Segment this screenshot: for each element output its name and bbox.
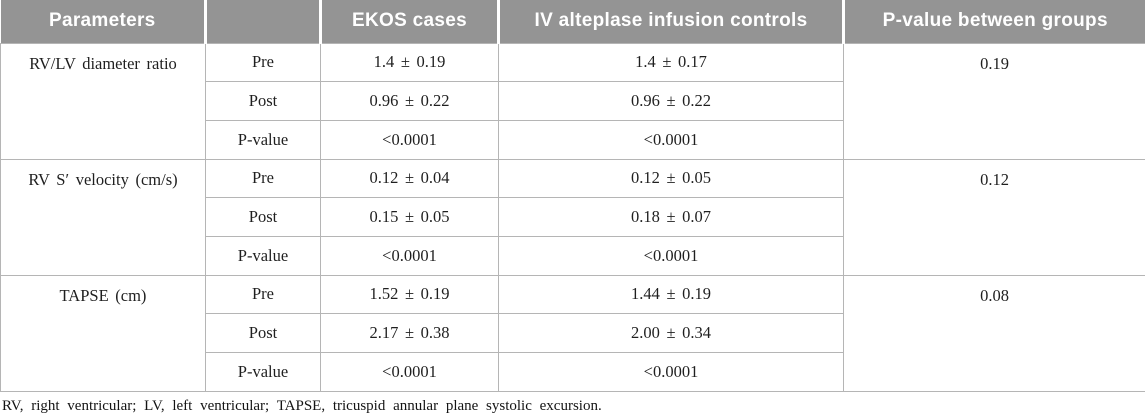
- ekos-value-cell: 0.12 ± 0.04: [320, 158, 499, 199]
- table-row: RV S′ velocity (cm/s) Pre 0.12 ± 0.04 0.…: [0, 158, 1145, 276]
- parameter-cell: TAPSE (cm): [0, 274, 206, 392]
- table-row: P-value <0.0001 <0.0001: [1, 119, 1145, 160]
- ekos-value-cell: 0.96 ± 0.22: [320, 81, 499, 121]
- ekos-value-cell: <0.0001: [320, 352, 499, 392]
- parameter-cell: RV S′ velocity (cm/s): [0, 158, 206, 276]
- column-header-p-value-between-groups: P-value between groups: [842, 0, 1145, 43]
- parameter-cell: RV/LV diameter ratio: [0, 42, 206, 160]
- table-row: P-value <0.0001 <0.0001: [1, 235, 1145, 276]
- phase-cell: Pre: [205, 158, 321, 199]
- iv-value-cell: 1.4 ± 0.17: [498, 42, 844, 83]
- column-header-ekos-cases: EKOS cases: [319, 0, 499, 43]
- phase-cell: Post: [205, 197, 321, 237]
- column-header-parameters: Parameters: [0, 0, 206, 43]
- phase-cell: Post: [205, 81, 321, 121]
- ekos-value-cell: 1.4 ± 0.19: [320, 42, 499, 83]
- table-row: Post 2.17 ± 0.38 2.00 ± 0.34: [1, 313, 1145, 353]
- iv-value-cell: 0.12 ± 0.05: [498, 158, 844, 199]
- ekos-value-cell: <0.0001: [320, 235, 499, 276]
- phase-cell: Pre: [205, 274, 321, 315]
- table-row: RV/LV diameter ratio Pre 1.4 ± 0.19 1.4 …: [0, 42, 1145, 160]
- p-between-cell: 0.19: [843, 42, 1145, 160]
- iv-value-cell: <0.0001: [498, 235, 844, 276]
- iv-value-cell: <0.0001: [498, 119, 844, 160]
- table-row: Post 0.96 ± 0.22 0.96 ± 0.22: [1, 81, 1145, 121]
- column-header-phase: [204, 0, 321, 43]
- iv-value-cell: 0.18 ± 0.07: [498, 197, 844, 237]
- table-row: Post 0.15 ± 0.05 0.18 ± 0.07: [1, 197, 1145, 237]
- ekos-value-cell: <0.0001: [320, 119, 499, 160]
- phase-cell: Post: [205, 313, 321, 353]
- iv-value-cell: 0.96 ± 0.22: [498, 81, 844, 121]
- header-row: Parameters EKOS cases IV alteplase infus…: [0, 0, 1145, 43]
- column-header-iv-alteplase: IV alteplase infusion controls: [497, 0, 844, 43]
- ekos-value-cell: 1.52 ± 0.19: [320, 274, 499, 315]
- table-footnote: RV, right ventricular; LV, left ventricu…: [2, 397, 602, 414]
- ekos-value-cell: 2.17 ± 0.38: [320, 313, 499, 353]
- phase-cell: P-value: [205, 352, 321, 392]
- phase-cell: Pre: [205, 42, 321, 83]
- comparison-table: Parameters EKOS cases IV alteplase infus…: [0, 0, 1145, 392]
- iv-value-cell: <0.0001: [498, 352, 844, 392]
- ekos-value-cell: 0.15 ± 0.05: [320, 197, 499, 237]
- p-between-cell: 0.12: [843, 158, 1145, 276]
- p-between-cell: 0.08: [843, 274, 1145, 392]
- table-row: P-value <0.0001 <0.0001: [1, 352, 1145, 392]
- table-row: TAPSE (cm) Pre 1.52 ± 0.19 1.44 ± 0.19 0…: [0, 274, 1145, 392]
- iv-value-cell: 2.00 ± 0.34: [498, 313, 844, 353]
- iv-value-cell: 1.44 ± 0.19: [498, 274, 844, 315]
- phase-cell: P-value: [205, 235, 321, 276]
- phase-cell: P-value: [205, 119, 321, 160]
